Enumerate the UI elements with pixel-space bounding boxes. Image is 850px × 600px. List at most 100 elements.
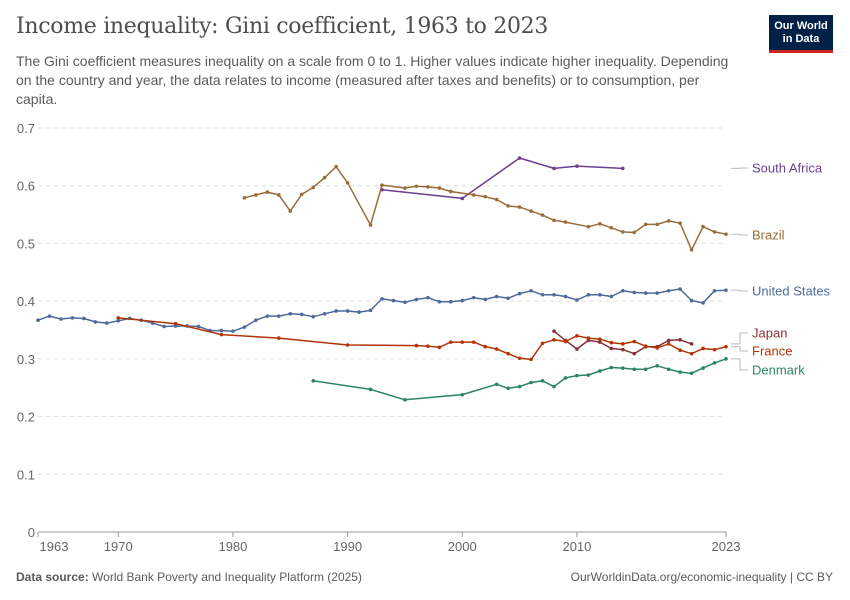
data-point-united-states	[414, 297, 419, 302]
data-point-united-states	[666, 288, 671, 293]
data-point-united-states	[105, 321, 109, 325]
data-point-denmark	[712, 361, 717, 365]
data-point-denmark	[632, 367, 637, 372]
data-point-denmark	[678, 370, 682, 374]
data-point-united-states	[529, 288, 533, 293]
data-point-united-states	[586, 292, 591, 297]
data-point-united-states	[322, 312, 327, 316]
owid-logo[interactable]: Our World in Data	[769, 15, 833, 53]
data-point-denmark	[311, 378, 316, 383]
data-point-united-states	[540, 292, 545, 297]
data-point-brazil	[449, 189, 453, 194]
data-point-denmark	[575, 373, 579, 378]
data-point-united-states	[689, 298, 694, 303]
data-point-france	[506, 351, 510, 356]
data-point-brazil	[552, 218, 556, 223]
data-point-france	[575, 333, 579, 338]
data-point-france	[598, 337, 602, 342]
data-point-south-africa	[460, 196, 465, 201]
data-point-brazil	[598, 222, 602, 226]
data-point-denmark	[506, 386, 510, 391]
y-tick-label: 0.4	[17, 294, 35, 309]
label-connector-united-states	[731, 289, 748, 292]
data-point-france	[345, 343, 350, 347]
series-label-south-africa: South Africa	[752, 161, 823, 176]
data-point-japan	[632, 351, 637, 356]
chart-title: Income inequality: Gini coefficient, 196…	[16, 14, 549, 39]
data-point-japan	[575, 347, 579, 351]
data-point-japan	[598, 340, 602, 344]
y-tick-label: 0.7	[17, 121, 35, 136]
data-point-brazil	[529, 209, 533, 213]
data-point-france	[666, 342, 671, 346]
data-point-denmark	[517, 384, 522, 389]
series-line-united-states	[37, 288, 727, 332]
data-point-brazil	[494, 197, 499, 202]
y-tick-label: 0.6	[17, 179, 35, 194]
data-point-united-states	[242, 325, 247, 329]
data-point-france	[678, 348, 682, 353]
data-point-brazil	[471, 193, 476, 197]
data-point-france	[471, 340, 476, 344]
data-point-brazil	[254, 193, 258, 197]
data-point-japan	[552, 329, 556, 333]
data-point-denmark	[540, 378, 545, 383]
data-point-brazil	[506, 204, 510, 208]
data-point-brazil	[621, 230, 625, 234]
data-point-brazil	[586, 224, 591, 229]
data-point-france	[529, 357, 533, 362]
data-point-united-states	[231, 329, 235, 333]
data-point-united-states	[36, 318, 40, 322]
data-point-brazil	[517, 205, 522, 209]
data-point-united-states	[82, 316, 86, 321]
footer-url[interactable]: OurWorldinData.org/economic-inequality |…	[570, 570, 833, 584]
data-point-brazil	[265, 190, 270, 194]
data-point-united-states	[426, 295, 430, 300]
data-point-brazil	[689, 247, 694, 252]
data-point-france	[219, 332, 224, 337]
data-point-japan	[666, 338, 671, 343]
data-point-united-states	[517, 291, 522, 296]
data-point-united-states	[724, 288, 728, 292]
data-point-united-states	[437, 299, 442, 304]
data-point-france	[643, 344, 648, 348]
data-point-france	[701, 346, 705, 351]
source-text[interactable]: World Bank Poverty and Inequality Platfo…	[92, 570, 362, 584]
data-point-france	[563, 339, 568, 344]
data-point-france	[724, 344, 728, 349]
x-tick-label: 1963	[40, 539, 69, 554]
data-point-denmark	[701, 366, 705, 370]
data-point-denmark	[655, 363, 659, 368]
data-point-denmark	[643, 367, 648, 372]
series-label-france: France	[752, 344, 792, 359]
data-point-brazil	[678, 221, 682, 226]
logo-line-2: in Data	[782, 33, 820, 45]
data-point-united-states	[265, 314, 270, 318]
data-point-denmark	[368, 387, 373, 392]
data-point-united-states	[632, 290, 637, 295]
data-point-france	[517, 356, 522, 361]
series-line-south-africa	[381, 157, 623, 200]
data-point-brazil	[724, 232, 728, 236]
data-point-france	[116, 316, 121, 320]
data-point-denmark	[552, 384, 556, 389]
data-point-france	[277, 336, 281, 340]
data-point-denmark	[621, 366, 625, 370]
data-point-japan	[609, 346, 614, 351]
data-point-united-states	[254, 318, 258, 322]
data-point-denmark	[609, 365, 614, 370]
data-point-denmark	[586, 373, 591, 377]
data-point-united-states	[609, 294, 614, 299]
x-tick-label: 1980	[218, 539, 247, 554]
data-point-united-states	[219, 328, 224, 333]
data-point-brazil	[288, 209, 293, 213]
data-point-united-states	[460, 298, 465, 303]
data-point-united-states	[403, 300, 407, 305]
series-label-brazil: Brazil	[752, 228, 785, 243]
data-point-united-states	[506, 296, 510, 301]
data-point-united-states	[116, 318, 121, 323]
data-point-brazil	[655, 222, 659, 227]
data-point-brazil	[712, 230, 717, 234]
data-point-south-africa	[552, 166, 556, 171]
data-point-united-states	[311, 314, 316, 319]
